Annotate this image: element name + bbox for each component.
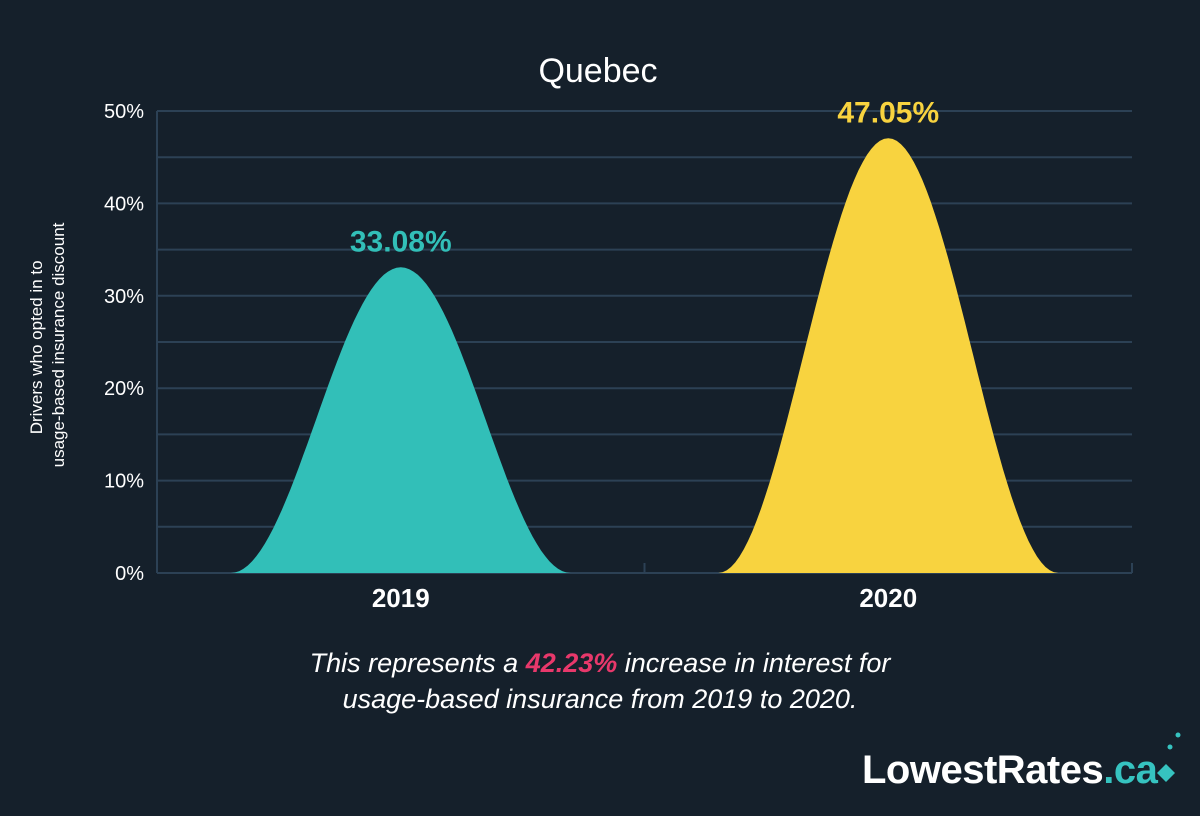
y-tick-label: 0% [115, 563, 144, 585]
chart-title: Quebec [538, 52, 657, 90]
logo-tld: .ca [1103, 748, 1158, 792]
caption-prefix: This represents a [309, 648, 526, 678]
x-tick-label-2019: 2019 [372, 583, 430, 613]
bell-mark-2020 [718, 138, 1059, 574]
y-axis-label: Drivers who opted in to usage-based insu… [27, 222, 68, 467]
logo-brand: LowestRates [862, 748, 1104, 792]
value-label-2020: 47.05% [837, 96, 939, 129]
y-tick-label: 40% [104, 193, 144, 215]
y-tick-label: 20% [104, 378, 144, 400]
caption-suffix: increase in interest for [617, 648, 891, 678]
value-label-2019: 33.08% [350, 225, 452, 258]
y-axis-label-line-2: usage-based insurance discount [49, 222, 68, 467]
caption-line-1: This represents a 42.23% increase in int… [0, 645, 1200, 681]
labels: 33.08% 2019 47.05% 2020 [350, 96, 939, 613]
y-axis-label-line-1: Drivers who opted in to [27, 260, 46, 434]
y-tick-label: 30% [104, 286, 144, 308]
bell-mark-2019 [230, 267, 571, 573]
caption-line-2: usage-based insurance from 2019 to 2020. [342, 684, 858, 714]
data-marks [230, 138, 1059, 574]
brand-logo: LowestRates.ca [862, 748, 1158, 793]
sparkle-icon [1157, 732, 1181, 782]
y-tick-label: 50% [104, 101, 144, 123]
x-tick-label-2020: 2020 [859, 583, 917, 613]
y-tick-label: 10% [104, 471, 144, 493]
caption-highlight: 42.23% [525, 648, 618, 678]
caption: This represents a 42.23% increase in int… [0, 645, 1200, 717]
